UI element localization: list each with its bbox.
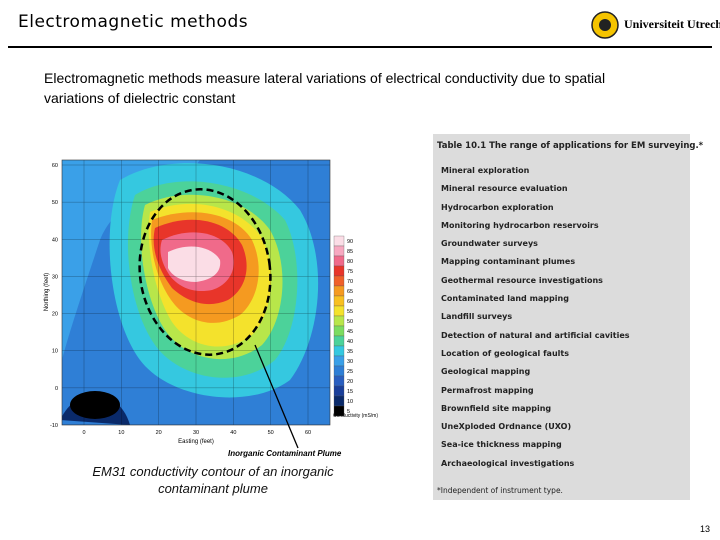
x-tick-label: 20: [156, 430, 162, 436]
y-tick-label: 30: [52, 274, 58, 280]
table-item: Sea-ice thickness mapping: [441, 440, 562, 450]
table-item: Mineral resource evaluation: [441, 184, 568, 194]
logo-emblem: [591, 11, 619, 39]
table-item: Detection of natural and artificial cavi…: [441, 330, 630, 340]
colorbar-swatch: [333, 355, 345, 367]
colorbar-label: 10: [347, 399, 353, 405]
colorbar-label: 45: [347, 329, 353, 335]
colorbar-swatch: [333, 405, 345, 417]
table-item: Hydrocarbon exploration: [441, 202, 554, 212]
x-tick-label: 10: [118, 430, 124, 436]
y-tick-label: 50: [52, 200, 58, 206]
colorbar-swatch: [333, 245, 345, 257]
table-item: Mapping contaminant plumes: [441, 257, 576, 267]
table-item: Groundwater surveys: [441, 239, 538, 249]
x-tick-label: 0: [82, 430, 85, 436]
applications-table: Table 10.1 The range of applications for…: [433, 134, 703, 500]
colorbar-label: 90: [347, 239, 353, 245]
y-tick-label: 40: [52, 237, 58, 243]
x-tick-label: 30: [193, 430, 199, 436]
table-item: Location of geological faults: [441, 348, 569, 358]
table-footnote: *Independent of instrument type.: [437, 486, 563, 495]
colorbar-label: 65: [347, 289, 353, 295]
colorbar-swatch: [333, 335, 345, 347]
table-item: UneXploded Ordnance (UXO): [441, 422, 572, 432]
x-tick-label: 40: [230, 430, 236, 436]
table-item: Mineral exploration: [441, 166, 530, 175]
colorbar-swatch: [333, 295, 345, 307]
colorbar-swatch: [333, 375, 345, 387]
y-tick-label: 20: [52, 312, 58, 318]
colorbar-swatch: [333, 255, 345, 267]
colorbar-title: Conductivity (mS/m): [333, 413, 378, 419]
colorbar-label: 85: [347, 249, 353, 255]
slide-title: Electromagnetic methods: [18, 12, 249, 32]
x-tick-label: 60: [305, 430, 311, 436]
colorbar-label: 60: [347, 299, 353, 305]
table-item: Permafrost mapping: [441, 385, 534, 395]
colorbar-swatch: [333, 305, 345, 317]
colorbar-swatch: [333, 315, 345, 327]
body-text: Electromagnetic methods measure lateral …: [44, 70, 606, 106]
table-list: Mineral exploration Mineral resource eval…: [441, 166, 630, 477]
table-item: Geological mapping: [441, 367, 531, 377]
figure-caption: EM31 conductivity contour of an inorgani…: [92, 464, 334, 496]
y-tick-label: 0: [55, 386, 58, 392]
colorbar-label: 40: [347, 339, 353, 345]
colorbar-swatch: [333, 345, 345, 357]
colorbar-label: 5: [347, 409, 350, 415]
y-tick-label: 10: [52, 349, 58, 355]
logo-text: Universiteit Utrecht: [624, 17, 720, 31]
colorbar-swatch: [333, 285, 345, 297]
contour-figure: Inorganic Contaminant Plume Northing (fe…: [44, 159, 378, 458]
x-tick-label: 50: [268, 430, 274, 436]
table-item: Contaminated land mapping: [441, 294, 569, 304]
table-item: Landfill surveys: [441, 312, 513, 322]
y-tick-label: -10: [50, 423, 58, 429]
table-item: Brownfield site mapping: [441, 403, 552, 413]
colorbar-swatch: [333, 275, 345, 287]
table-title: Table 10.1 The range of applications for…: [437, 141, 704, 151]
colorbar-label: 75: [347, 269, 353, 275]
title-rule: [8, 46, 712, 48]
colorbar-label: 15: [347, 389, 353, 395]
colorbar-label: 55: [347, 309, 353, 315]
colorbar-label: 50: [347, 319, 353, 325]
colorbar-swatch: [333, 365, 345, 377]
y-tick-label: 60: [52, 163, 58, 169]
colorbar-label: 25: [347, 369, 353, 375]
colorbar-label: 70: [347, 279, 353, 285]
colorbar-swatch: [333, 325, 345, 337]
colorbar-label: 80: [347, 259, 353, 265]
table-item: Monitoring hydrocarbon reservoirs: [441, 220, 599, 230]
x-axis-label: Easting (feet): [178, 439, 214, 445]
logo: Universiteit Utrecht: [590, 8, 720, 40]
colorbar-label: 20: [347, 379, 353, 385]
y-axis-label: Northing (feet): [44, 273, 50, 311]
colorbar-label: 30: [347, 359, 353, 365]
page-number: 13: [700, 524, 711, 534]
colorbar-swatch: [333, 265, 345, 277]
contour-map: [62, 160, 330, 425]
colorbar-swatch: [333, 395, 345, 407]
colorbar-swatch: [333, 385, 345, 397]
table-item: Archaeological investigations: [441, 458, 575, 468]
table-item: Geothermal resource investigations: [441, 275, 603, 285]
annotation: Inorganic Contaminant Plume: [228, 449, 342, 458]
colorbar-swatch: [333, 235, 345, 247]
colorbar-label: 35: [347, 349, 353, 355]
